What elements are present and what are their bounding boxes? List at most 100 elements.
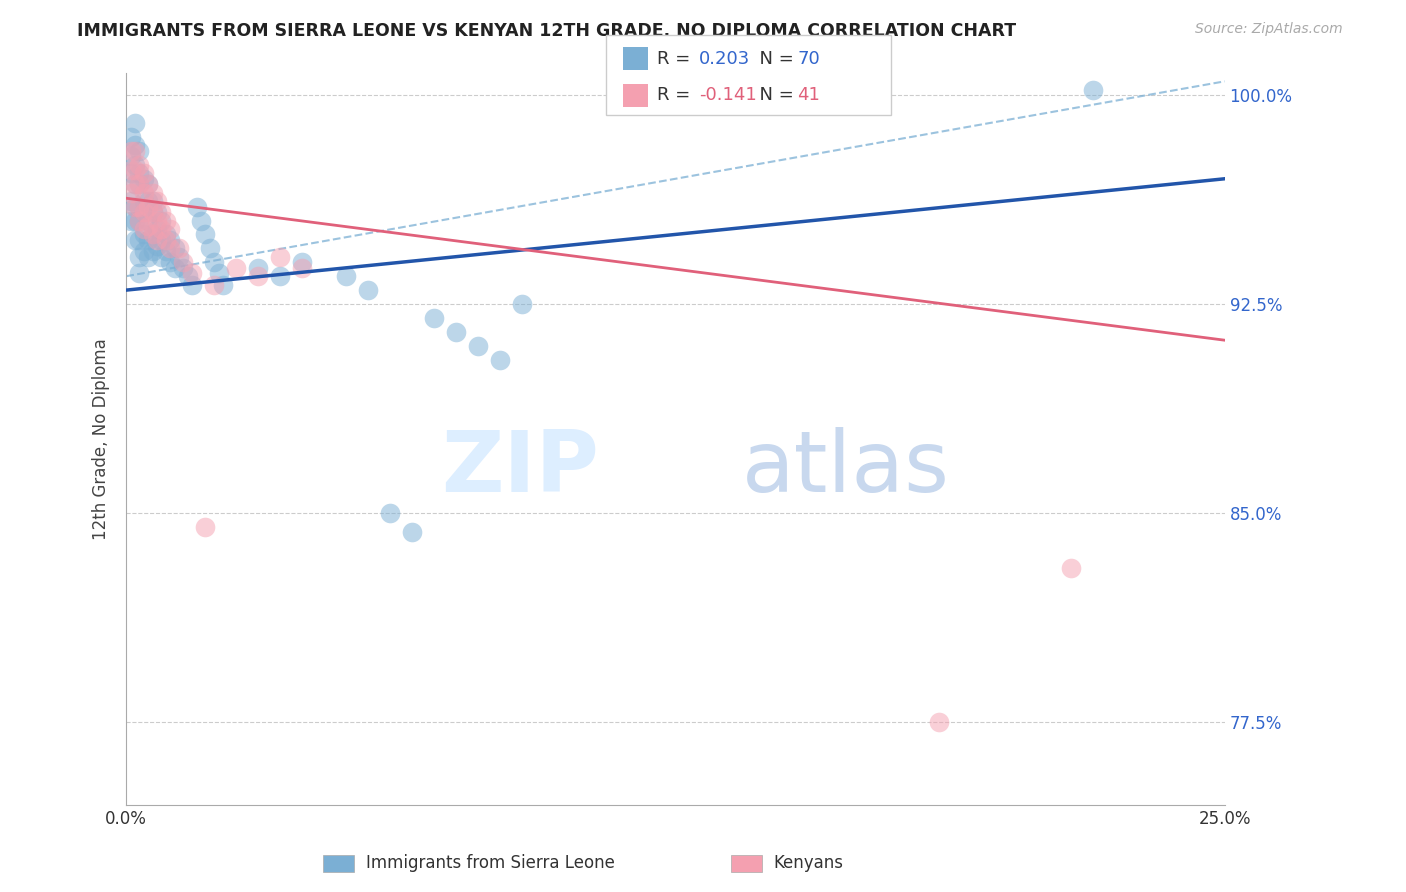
Point bbox=[120, 163, 142, 178]
Point bbox=[150, 222, 173, 236]
Point bbox=[181, 277, 204, 292]
Point bbox=[128, 213, 150, 227]
Point bbox=[163, 241, 186, 255]
Point bbox=[1081, 83, 1104, 97]
Text: Source: ZipAtlas.com: Source: ZipAtlas.com bbox=[1195, 22, 1343, 37]
Point bbox=[378, 506, 401, 520]
Point bbox=[128, 144, 150, 158]
Point bbox=[124, 213, 146, 227]
Point bbox=[136, 233, 159, 247]
Point bbox=[132, 205, 155, 219]
Point bbox=[120, 144, 142, 158]
Text: R =: R = bbox=[657, 50, 696, 68]
Point bbox=[155, 227, 177, 242]
Point bbox=[128, 158, 150, 172]
Point bbox=[190, 213, 212, 227]
Point bbox=[128, 200, 150, 214]
Point bbox=[142, 227, 165, 242]
Point bbox=[124, 158, 146, 172]
Point bbox=[124, 200, 146, 214]
Point bbox=[146, 213, 169, 227]
Point bbox=[150, 250, 173, 264]
Point bbox=[207, 267, 229, 281]
Point bbox=[401, 525, 423, 540]
Point bbox=[212, 277, 235, 292]
Point bbox=[269, 269, 291, 284]
Point bbox=[335, 269, 357, 284]
Point bbox=[124, 163, 146, 178]
Point bbox=[128, 267, 150, 281]
Point bbox=[159, 222, 181, 236]
Text: 41: 41 bbox=[797, 87, 820, 104]
Point bbox=[444, 325, 467, 339]
Point bbox=[155, 213, 177, 227]
Point bbox=[198, 241, 221, 255]
Point bbox=[136, 219, 159, 233]
Point bbox=[128, 200, 150, 214]
Point bbox=[132, 194, 155, 208]
Point bbox=[124, 144, 146, 158]
Point bbox=[202, 255, 225, 269]
Point bbox=[136, 213, 159, 227]
Point bbox=[146, 194, 169, 208]
Point bbox=[136, 250, 159, 264]
Point bbox=[136, 200, 159, 214]
Point bbox=[357, 283, 380, 297]
Point bbox=[124, 200, 146, 214]
Point bbox=[128, 178, 150, 192]
Point bbox=[124, 138, 146, 153]
Point bbox=[181, 267, 204, 281]
Point bbox=[159, 241, 181, 255]
Point bbox=[488, 352, 510, 367]
Point bbox=[146, 233, 169, 247]
Point bbox=[163, 260, 186, 275]
Point bbox=[167, 250, 190, 264]
Point bbox=[124, 178, 146, 192]
Text: R =: R = bbox=[657, 87, 696, 104]
Point bbox=[928, 714, 950, 729]
Point bbox=[291, 255, 314, 269]
Point bbox=[128, 233, 150, 247]
Point bbox=[142, 205, 165, 219]
Point bbox=[155, 233, 177, 247]
Point bbox=[120, 130, 142, 145]
Point bbox=[128, 250, 150, 264]
Point bbox=[225, 260, 247, 275]
Point bbox=[120, 213, 142, 227]
Text: 0.203: 0.203 bbox=[699, 50, 749, 68]
Text: 70: 70 bbox=[797, 50, 820, 68]
Point bbox=[423, 310, 446, 325]
Point bbox=[177, 269, 200, 284]
Point bbox=[142, 227, 165, 242]
Point bbox=[467, 339, 489, 353]
Text: N =: N = bbox=[748, 87, 800, 104]
Point bbox=[142, 194, 165, 208]
Point bbox=[1060, 561, 1083, 575]
Point bbox=[269, 250, 291, 264]
Point bbox=[132, 186, 155, 200]
Point bbox=[142, 205, 165, 219]
Point bbox=[150, 233, 173, 247]
Point bbox=[136, 178, 159, 192]
Point bbox=[146, 222, 169, 236]
Point bbox=[247, 269, 270, 284]
Point bbox=[159, 233, 181, 247]
Point bbox=[128, 178, 150, 192]
Point bbox=[128, 213, 150, 227]
Point bbox=[142, 244, 165, 259]
Point bbox=[142, 186, 165, 200]
Point bbox=[167, 241, 190, 255]
Point bbox=[146, 205, 169, 219]
Point bbox=[132, 244, 155, 259]
Point bbox=[124, 178, 146, 192]
Point bbox=[155, 244, 177, 259]
Point bbox=[291, 260, 314, 275]
Text: ZIP: ZIP bbox=[441, 426, 599, 510]
Point bbox=[194, 519, 217, 533]
Point bbox=[194, 227, 217, 242]
Point bbox=[120, 166, 142, 180]
Point bbox=[124, 116, 146, 130]
Text: atlas: atlas bbox=[741, 426, 949, 510]
Point bbox=[120, 186, 142, 200]
Text: Immigrants from Sierra Leone: Immigrants from Sierra Leone bbox=[366, 855, 614, 872]
